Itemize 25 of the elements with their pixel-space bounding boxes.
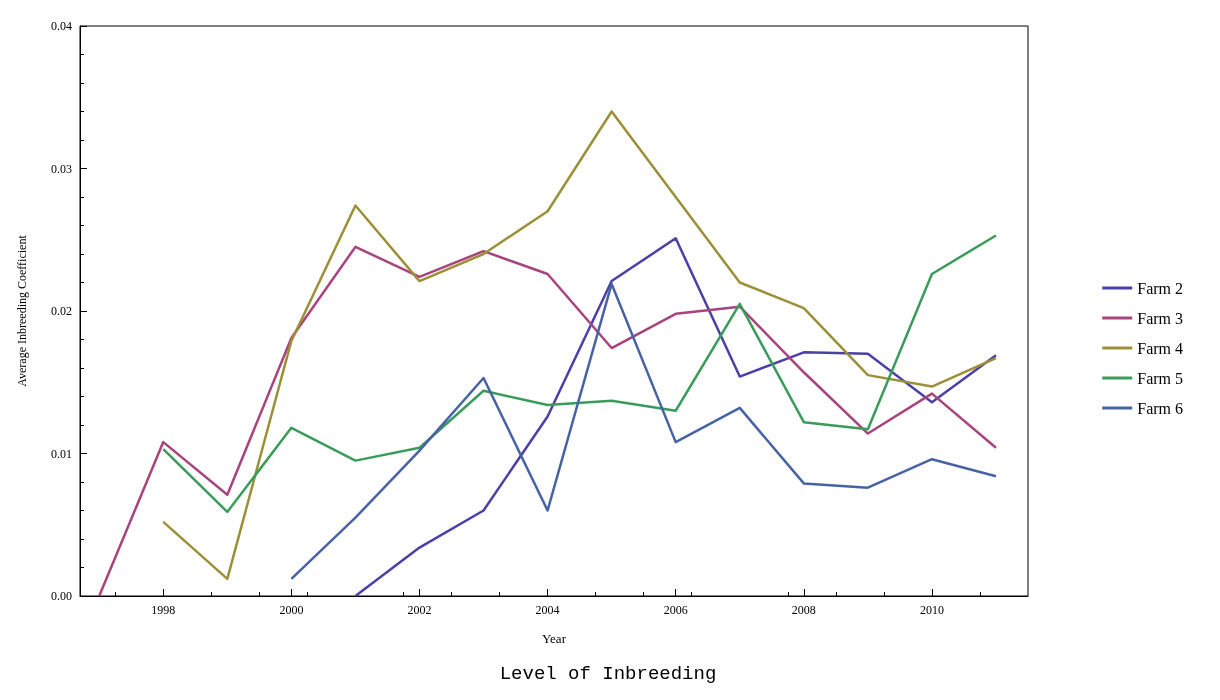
x-tick-label: 2010 [919, 603, 944, 617]
y-tick-label: 0.00 [51, 589, 72, 603]
text: Level of Inbreeding [499, 662, 717, 685]
x-tick-label: 2002 [407, 603, 432, 617]
line-series [97, 245, 998, 598]
x-axis-title: Year [542, 631, 567, 646]
y-tick-label: 0.02 [51, 304, 72, 318]
legend-label: Farm 2 [1137, 279, 1184, 297]
line-series [162, 234, 998, 514]
x-tick-label: 2008 [791, 603, 816, 617]
y-tick-label: 0.04 [51, 19, 72, 33]
x-tick-label: 2004 [535, 603, 560, 617]
y-tick-label: 0.03 [51, 161, 72, 176]
x-tick-label: 2000 [279, 603, 304, 617]
legend-label: Farm 4 [1137, 339, 1184, 357]
legend-label: Farm 5 [1137, 369, 1184, 387]
line-series [162, 110, 998, 581]
x-tick-label: 2006 [663, 603, 688, 617]
legend-label: Farm 6 [1137, 399, 1184, 417]
line-series [354, 237, 998, 598]
y-tick-label: 0.01 [51, 446, 72, 461]
legend-label: Farm 3 [1137, 309, 1184, 327]
line-series [290, 282, 998, 581]
y-axis-title: Average Inbreeding Coefficient [15, 234, 29, 387]
x-tick-label: 1998 [151, 603, 176, 617]
